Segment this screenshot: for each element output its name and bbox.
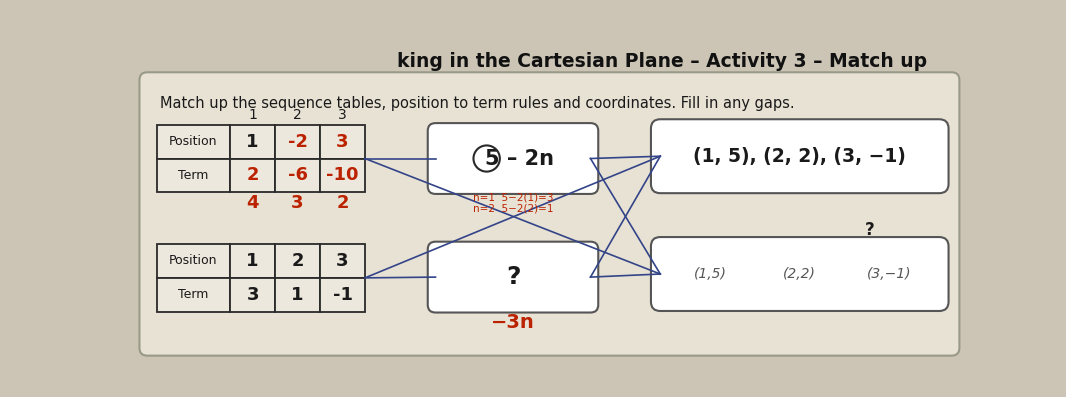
Text: n=1  5−2(1)=3: n=1 5−2(1)=3 xyxy=(472,193,553,202)
Text: −3n: −3n xyxy=(491,312,535,331)
Text: 2: 2 xyxy=(291,252,304,270)
Bar xyxy=(275,125,320,158)
Bar xyxy=(157,158,230,193)
Bar xyxy=(275,278,320,312)
Text: 3: 3 xyxy=(338,108,346,122)
Text: Term: Term xyxy=(178,288,209,301)
Bar xyxy=(230,125,275,158)
Text: (1, 5), (2, 2), (3, −1): (1, 5), (2, 2), (3, −1) xyxy=(693,147,906,166)
Bar xyxy=(275,158,320,193)
Text: -1: -1 xyxy=(333,286,353,304)
Bar xyxy=(320,278,365,312)
Text: n=2  5−2(2)=1: n=2 5−2(2)=1 xyxy=(472,203,553,213)
FancyBboxPatch shape xyxy=(427,123,598,194)
Bar xyxy=(157,125,230,158)
Text: -2: -2 xyxy=(288,133,308,150)
Text: 2: 2 xyxy=(293,108,302,122)
Text: 1: 1 xyxy=(246,133,259,150)
Text: -10: -10 xyxy=(326,166,359,185)
Text: Position: Position xyxy=(169,254,217,268)
Text: 5 – 2n: 5 – 2n xyxy=(485,148,553,168)
Bar xyxy=(230,278,275,312)
Text: 3: 3 xyxy=(336,252,349,270)
FancyBboxPatch shape xyxy=(651,237,949,311)
Text: 1: 1 xyxy=(246,252,259,270)
Bar xyxy=(157,244,230,278)
Text: king in the Cartesian Plane – Activity 3 – Match up: king in the Cartesian Plane – Activity 3… xyxy=(397,52,926,71)
Text: (1,5): (1,5) xyxy=(694,267,727,281)
Text: 2: 2 xyxy=(336,194,349,212)
Text: Position: Position xyxy=(169,135,217,148)
Bar xyxy=(320,158,365,193)
Bar xyxy=(230,244,275,278)
Bar xyxy=(157,278,230,312)
Text: 3: 3 xyxy=(336,133,349,150)
Text: 1: 1 xyxy=(248,108,257,122)
Text: ?: ? xyxy=(865,221,874,239)
Text: (2,2): (2,2) xyxy=(784,267,817,281)
Bar xyxy=(320,125,365,158)
Text: -6: -6 xyxy=(288,166,308,185)
Text: 1: 1 xyxy=(291,286,304,304)
Bar xyxy=(275,244,320,278)
Text: Term: Term xyxy=(178,169,209,182)
Text: 2: 2 xyxy=(246,166,259,185)
FancyBboxPatch shape xyxy=(651,119,949,193)
Text: 3: 3 xyxy=(291,194,304,212)
Text: 4: 4 xyxy=(246,194,259,212)
FancyBboxPatch shape xyxy=(140,72,959,356)
Bar xyxy=(230,158,275,193)
Text: Match up the sequence tables, position to term rules and coordinates. Fill in an: Match up the sequence tables, position t… xyxy=(160,96,795,111)
Text: ?: ? xyxy=(505,265,520,289)
Text: (3,−1): (3,−1) xyxy=(867,267,911,281)
Text: 3: 3 xyxy=(246,286,259,304)
FancyBboxPatch shape xyxy=(427,242,598,312)
Bar xyxy=(320,244,365,278)
